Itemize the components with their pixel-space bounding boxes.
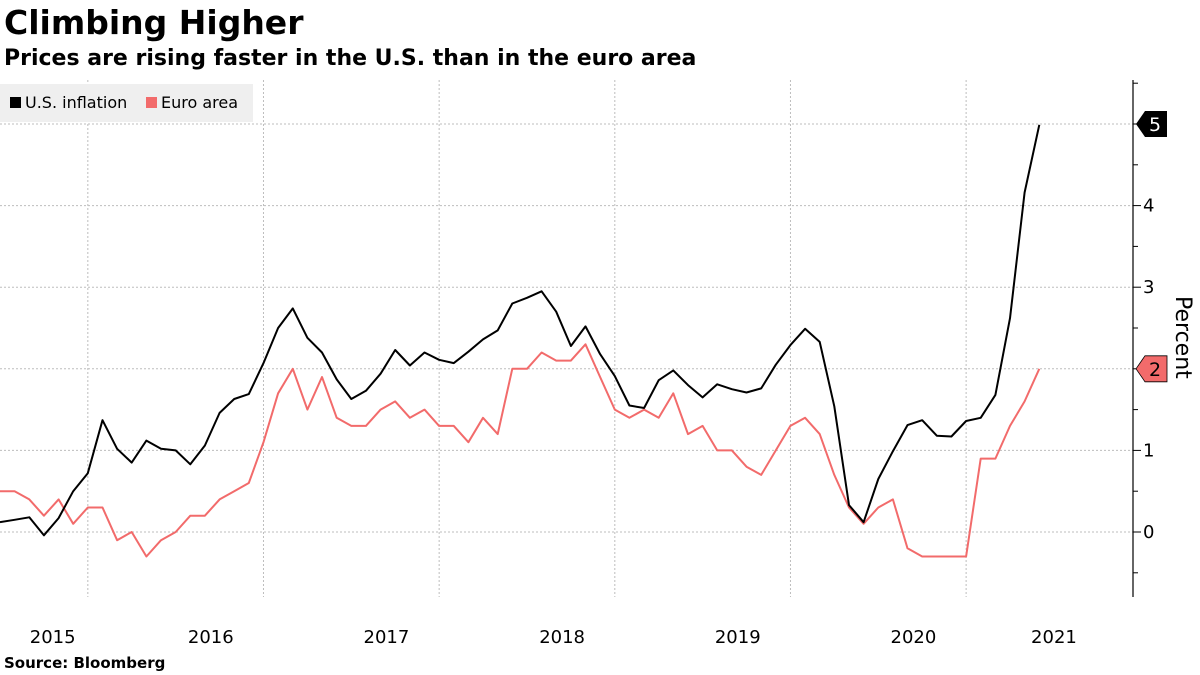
chart-title: Climbing Higher	[4, 3, 304, 42]
legend-swatch-euro	[146, 97, 157, 108]
y-tick-label: 4	[1143, 196, 1154, 217]
y-tick-label: 3	[1143, 277, 1154, 298]
us-end-tag	[1136, 111, 1167, 137]
x-tick-label: 2015	[30, 627, 76, 648]
legend: U.S. inflation Euro area	[0, 84, 253, 122]
y-axis: 0 1 2 3 4 Percent	[1132, 80, 1195, 597]
x-tick-label: 2019	[715, 627, 761, 648]
x-tick-label: 2021	[1031, 627, 1077, 648]
x-tick-label: 2017	[364, 627, 410, 648]
legend-label: Euro area	[161, 93, 238, 112]
chart-subtitle: Prices are rising faster in the U.S. tha…	[4, 46, 697, 71]
source-note: Source: Bloomberg	[4, 654, 166, 672]
x-tick-label: 2020	[891, 627, 937, 648]
euro-end-tag	[1135, 355, 1168, 383]
x-tick-label: 2016	[188, 627, 234, 648]
x-tick-label: 2018	[539, 627, 585, 648]
euro-area-line	[0, 343, 1041, 558]
gridlines	[0, 80, 1133, 597]
y-axis-title: Percent	[1170, 296, 1195, 379]
us-end-value: 5	[1149, 114, 1161, 136]
legend-label: U.S. inflation	[25, 93, 127, 112]
euro-end-value: 2	[1149, 359, 1161, 381]
y-tick-label: 1	[1143, 440, 1154, 461]
us-inflation-line	[0, 124, 1041, 537]
y-tick-label: 0	[1143, 522, 1154, 543]
x-axis: 2015 2016 2017 2018 2019 2020 2021	[30, 627, 1077, 648]
legend-background	[0, 84, 253, 122]
series-lines	[0, 124, 1041, 558]
legend-swatch-us	[10, 97, 21, 108]
end-labels: 52	[1135, 111, 1168, 383]
